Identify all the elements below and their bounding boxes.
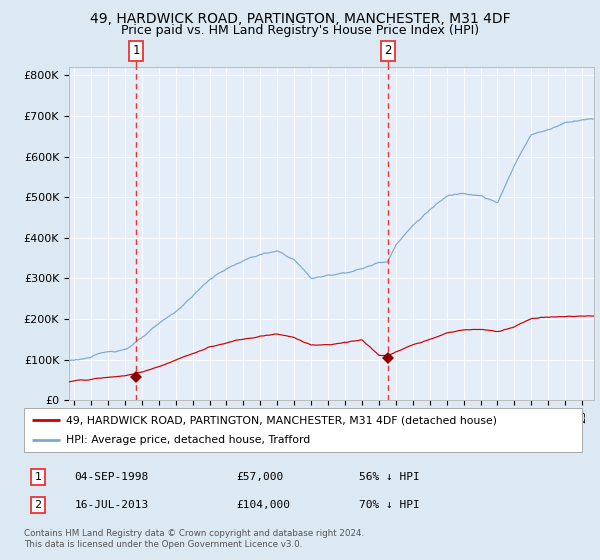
Text: 2: 2 (385, 44, 392, 57)
Text: 1: 1 (34, 472, 41, 482)
Text: 56% ↓ HPI: 56% ↓ HPI (359, 472, 419, 482)
Text: 49, HARDWICK ROAD, PARTINGTON, MANCHESTER, M31 4DF (detached house): 49, HARDWICK ROAD, PARTINGTON, MANCHESTE… (66, 415, 497, 425)
Text: 1: 1 (133, 44, 140, 57)
Text: HPI: Average price, detached house, Trafford: HPI: Average price, detached house, Traf… (66, 435, 310, 445)
Text: £104,000: £104,000 (236, 500, 290, 510)
Text: Contains HM Land Registry data © Crown copyright and database right 2024.
This d: Contains HM Land Registry data © Crown c… (24, 529, 364, 549)
Text: 16-JUL-2013: 16-JUL-2013 (74, 500, 148, 510)
Text: 2: 2 (34, 500, 41, 510)
Text: Price paid vs. HM Land Registry's House Price Index (HPI): Price paid vs. HM Land Registry's House … (121, 24, 479, 37)
Text: 04-SEP-1998: 04-SEP-1998 (74, 472, 148, 482)
Text: 49, HARDWICK ROAD, PARTINGTON, MANCHESTER, M31 4DF: 49, HARDWICK ROAD, PARTINGTON, MANCHESTE… (89, 12, 511, 26)
Text: £57,000: £57,000 (236, 472, 283, 482)
Text: 70% ↓ HPI: 70% ↓ HPI (359, 500, 419, 510)
